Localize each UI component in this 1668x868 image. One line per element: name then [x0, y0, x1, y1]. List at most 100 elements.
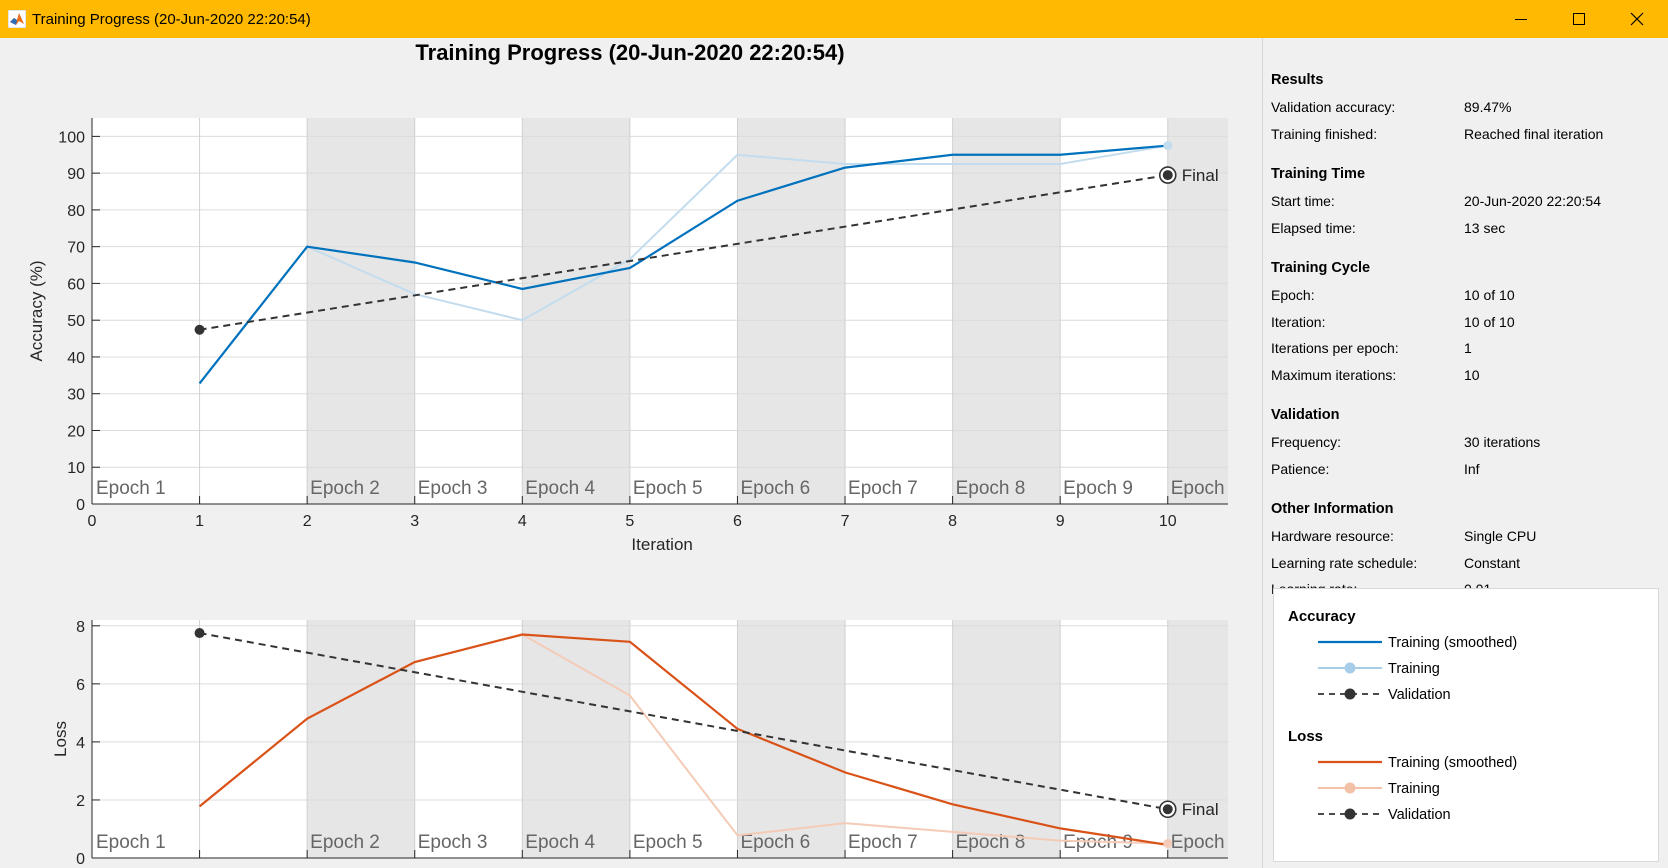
info-value: Constant [1464, 554, 1521, 571]
y-tick-label: 40 [67, 350, 85, 367]
info-row: Iterations per epoch: 1 [1271, 340, 1651, 367]
epoch-label: Epoch 1 [96, 478, 166, 499]
info-key: Maximum iterations: [1271, 366, 1397, 383]
section-heading: Training Cycle [1271, 260, 1371, 276]
info-key: Patience: [1271, 460, 1330, 477]
info-value: 10 of 10 [1464, 287, 1515, 303]
y-tick-label: 90 [67, 166, 85, 183]
info-key: Frequency: [1271, 434, 1342, 450]
epoch-band [737, 620, 846, 858]
series-line-training-smoothed [198, 144, 1168, 385]
legend-label: Validation [1388, 687, 1451, 703]
maximize-icon [1573, 13, 1585, 25]
info-value: 1 [1464, 340, 1472, 356]
x-tick-label: 6 [733, 513, 742, 530]
info-key: Iterations per epoch: [1271, 340, 1399, 356]
legend-label: Training [1388, 661, 1440, 677]
info-row: Learning rate schedule: Constant [1271, 555, 1651, 582]
legend-marker [1344, 662, 1356, 674]
y-tick-label: 100 [58, 129, 85, 146]
y-tick-label: 20 [67, 423, 85, 440]
epoch-label: Epoch [1171, 832, 1225, 853]
y-tick-label: 0 [76, 497, 85, 514]
y-axis-label: Loss [51, 721, 70, 757]
y-tick-label: 4 [76, 735, 85, 752]
info-key: Hardware resource: [1271, 528, 1394, 544]
info-key: Validation accuracy: [1271, 99, 1396, 115]
y-tick-label: 70 [67, 240, 85, 257]
x-tick-label: 0 [88, 513, 97, 530]
info-key: Learning rate schedule: [1271, 554, 1418, 571]
info-value: Inf [1464, 460, 1480, 477]
accuracy-plot: Epoch 1 Epoch 2 Epoch 3 Epoch 4 Epoch 5 Epoch… [27, 118, 1228, 554]
epoch-band [952, 620, 1061, 858]
epoch-band [952, 118, 1061, 504]
y-tick-label: 10 [67, 460, 85, 477]
legend-marker [1344, 782, 1356, 794]
epoch-label: Epoch 6 [740, 478, 810, 499]
final-label: Final [1182, 166, 1219, 185]
final-validation-marker [1162, 804, 1173, 815]
epoch-band [1167, 118, 1228, 504]
y-tick-label: 0 [76, 851, 85, 868]
x-tick-label: 10 [1159, 513, 1177, 530]
info-row: Patience: Inf [1271, 461, 1651, 488]
x-tick-label: 9 [1056, 513, 1065, 530]
info-key: Start time: [1271, 193, 1335, 209]
series-line-training-smoothed [198, 633, 1168, 847]
y-tick-label: 8 [76, 619, 85, 636]
epoch-band [1167, 620, 1228, 858]
info-value: 13 sec [1464, 219, 1506, 236]
series-line-validation [199, 632, 1168, 811]
epoch-label: Epoch 7 [848, 832, 918, 853]
info-row: Elapsed time: 13 sec [1271, 220, 1651, 247]
info-panel: Results Validation accuracy: 89.47% Trainin… [1262, 38, 1668, 868]
maximize-button[interactable] [1550, 0, 1608, 38]
y-tick-label: 50 [67, 313, 85, 330]
window-title: Training Progress (20-Jun-2020 22:20:54) [32, 11, 311, 28]
info-key: Elapsed time: [1271, 219, 1356, 236]
x-tick-label: 2 [303, 513, 312, 530]
section-heading: Validation [1271, 407, 1340, 423]
info-value: 20-Jun-2020 22:20:54 [1464, 193, 1601, 209]
close-button[interactable] [1608, 0, 1666, 38]
series-line-training [198, 144, 1168, 385]
epoch-label: Epoch 6 [740, 832, 810, 853]
info-value: 89.47% [1464, 99, 1512, 115]
close-icon [1630, 12, 1644, 26]
x-tick-label: 4 [518, 513, 527, 530]
legend-label: Training (smoothed) [1388, 755, 1517, 771]
training-info[interactable]: Results Validation accuracy: 89.47% Trainin… [1271, 72, 1651, 618]
section-heading: Other Information [1271, 501, 1394, 517]
info-row: Training finished: Reached final iteratio… [1271, 126, 1651, 153]
info-value: 10 [1464, 366, 1480, 383]
x-axis-label: Iteration [631, 535, 692, 554]
info-row: Hardware resource: Single CPU [1271, 528, 1651, 555]
epoch-label: Epoch 8 [956, 478, 1026, 499]
epoch-label: Epoch 4 [525, 832, 595, 853]
x-tick-label: 7 [841, 513, 850, 530]
figure-title: Training Progress (20-Jun-2020 22:20:54) [415, 40, 845, 65]
info-value: Reached final iteration [1464, 125, 1604, 142]
epoch-label: Epoch 3 [418, 478, 488, 499]
window-title-bar[interactable]: Training Progress (20-Jun-2020 22:20:54) [0, 0, 1668, 38]
minimize-button[interactable] [1492, 0, 1550, 38]
info-row: Epoch: 10 of 10 [1271, 287, 1651, 314]
section-heading: Training Time [1271, 166, 1366, 182]
minimize-icon [1515, 19, 1527, 20]
legend-marker [1344, 688, 1356, 700]
info-row: Maximum iterations: 10 [1271, 367, 1651, 394]
y-tick-label: 2 [76, 793, 85, 810]
epoch-label: Epoch 9 [1063, 478, 1133, 499]
matlab-logo-icon [8, 10, 26, 28]
validation-marker [194, 628, 205, 639]
info-value: 10 of 10 [1464, 313, 1515, 330]
info-row: Iteration: 10 of 10 [1271, 314, 1651, 341]
epoch-label: Epoch 5 [633, 832, 703, 853]
info-key: Training finished: [1271, 125, 1378, 142]
y-tick-label: 30 [67, 387, 85, 404]
training-marker [1163, 838, 1173, 848]
epoch-band [522, 620, 630, 858]
epoch-band [737, 118, 846, 504]
epoch-label: Epoch 7 [848, 478, 918, 499]
